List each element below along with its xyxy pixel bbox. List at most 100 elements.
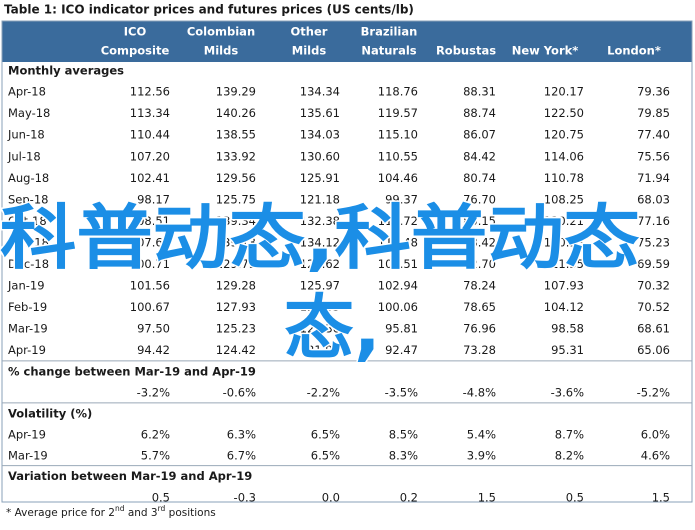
cell: 113.72 (378, 214, 418, 228)
cell: -3.6% (551, 386, 584, 400)
cell: 8.3% (389, 448, 418, 462)
row-label: Dec-18 (8, 257, 49, 271)
cell: 103.51 (378, 257, 418, 271)
cell: 110.78 (544, 171, 584, 185)
cell: 123.65 (300, 300, 340, 314)
cell: 88.74 (463, 106, 496, 120)
cell: 84.42 (463, 149, 496, 163)
cell: 71.94 (637, 171, 670, 185)
cell: 0.5 (566, 490, 584, 504)
cell: 118.76 (378, 85, 418, 99)
cell: 78.24 (463, 278, 496, 292)
cell: 98.17 (137, 192, 170, 206)
cell: 94.42 (137, 343, 170, 357)
cell: 120.75 (544, 128, 584, 142)
watermark: 态, (284, 287, 381, 369)
cell: 6.0% (641, 428, 670, 442)
cell: 68.03 (637, 192, 670, 206)
watermark: 科普动态,科普动态 (0, 197, 640, 279)
cell: 78.42 (463, 235, 496, 249)
cell: 75.56 (637, 149, 670, 163)
column-header: Robustas (436, 44, 496, 58)
cell: 122.36 (300, 321, 340, 335)
table-title: Table 1: ICO indicator prices and future… (4, 3, 414, 17)
cell: 70.32 (637, 278, 670, 292)
cell: 69.59 (637, 257, 670, 271)
cell: 70.52 (637, 300, 670, 314)
cell: 80.74 (463, 171, 496, 185)
cell: 79.85 (637, 106, 670, 120)
cell: 6.5% (311, 428, 340, 442)
cell: 0.5 (152, 490, 170, 504)
cell: 79.36 (637, 85, 670, 99)
cell: 107.67 (130, 235, 170, 249)
cell: 6.7% (227, 448, 256, 462)
cell: -4.8% (463, 386, 496, 400)
cell: 4.6% (641, 448, 670, 462)
cell: 130.60 (300, 149, 340, 163)
cell: -3.2% (137, 386, 170, 400)
column-header: Milds (292, 44, 327, 58)
cell: 77.40 (637, 128, 670, 142)
cell: 121.18 (300, 192, 340, 206)
row-label: Mar-19 (8, 321, 48, 335)
cell: 95.81 (385, 321, 418, 335)
cell: 1.5 (478, 490, 496, 504)
cell: 86.07 (463, 128, 496, 142)
footnote-part: rd (158, 504, 166, 513)
column-header: Other (291, 25, 328, 39)
cell: 8.2% (555, 448, 584, 462)
cell: 3.9% (467, 448, 496, 462)
cell: 76.70 (463, 192, 496, 206)
cell: 115.10 (378, 128, 418, 142)
cell: 102.41 (130, 171, 170, 185)
cell: 138.55 (216, 128, 256, 142)
cell: 132.38 (300, 214, 340, 228)
column-header: New York* (512, 44, 579, 58)
cell: 100.67 (130, 300, 170, 314)
header-band (2, 21, 692, 62)
cell: 73.28 (463, 343, 496, 357)
cell: 110.44 (130, 128, 170, 142)
cell: 139.34 (216, 214, 256, 228)
cell: 111.48 (378, 235, 418, 249)
cell: 8.5% (389, 428, 418, 442)
cell: 110.55 (378, 149, 418, 163)
column-header: Milds (204, 44, 239, 58)
cell: 0.2 (400, 490, 418, 504)
cell: 133.92 (216, 149, 256, 163)
cell: -0.3 (234, 490, 256, 504)
cell: 134.34 (300, 85, 340, 99)
footnote-part: * Average price for 2 (6, 507, 115, 519)
table-border (1, 20, 693, 503)
cell: 140.26 (216, 106, 256, 120)
cell: 124.42 (216, 343, 256, 357)
cell: 134.03 (300, 128, 340, 142)
row-label: Jun-18 (7, 128, 45, 142)
row-label: Apr-18 (8, 85, 46, 99)
cell: 111.55 (544, 257, 584, 271)
column-header: Brazilian (361, 25, 418, 39)
row-label: Jan-19 (7, 278, 45, 292)
cell: 100.71 (130, 257, 170, 271)
column-header: Naturals (361, 44, 416, 58)
cell: -3.5% (385, 386, 418, 400)
row-label: Nov-18 (8, 235, 49, 249)
cell: 125.75 (216, 192, 256, 206)
cell: 99.37 (385, 192, 418, 206)
section-title: Variation between Mar-19 and Apr-19 (8, 469, 252, 483)
cell: 121.97 (300, 343, 340, 357)
cell: 120.33 (544, 235, 584, 249)
cell: 1.5 (652, 490, 670, 504)
cell: 5.4% (467, 428, 496, 442)
cell: 112.56 (130, 85, 170, 99)
column-header: London* (607, 44, 661, 58)
row-label: Sep-18 (8, 192, 48, 206)
footnote: * Average price for 2nd and 3rd position… (6, 504, 216, 519)
cell: 124.62 (300, 257, 340, 271)
cell: 76.96 (463, 321, 496, 335)
cell: 104.12 (544, 300, 584, 314)
cell: 127.93 (216, 300, 256, 314)
